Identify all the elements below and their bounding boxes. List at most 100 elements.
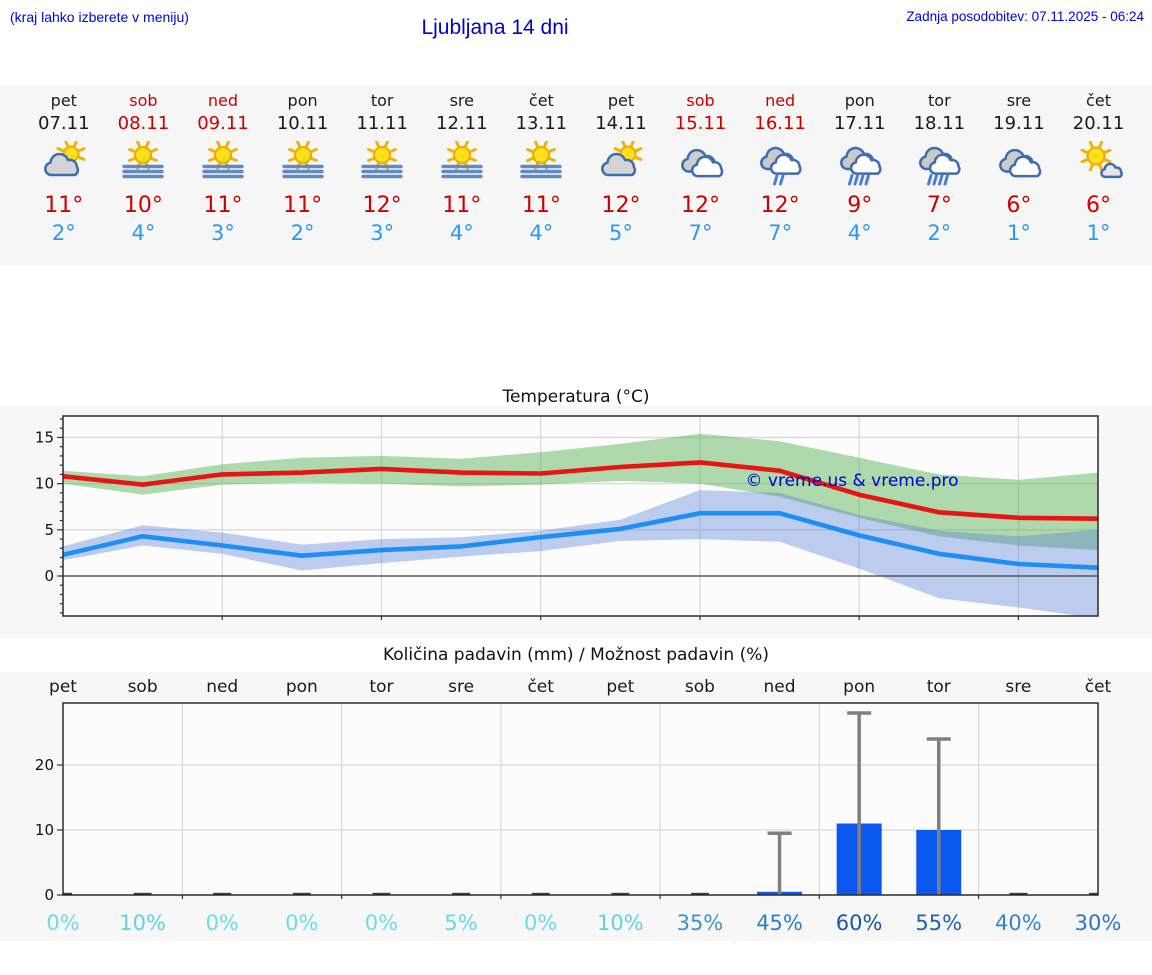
day-date: 14.11 — [595, 113, 647, 134]
low-temperature: 7° — [688, 221, 713, 245]
probability-label: 0% — [285, 911, 318, 935]
high-temperature: 12° — [362, 193, 402, 218]
probability-label: 60% — [836, 911, 883, 935]
cloud-icon — [601, 152, 637, 177]
sun-icon — [287, 141, 318, 170]
precip-zero-mark — [611, 892, 630, 895]
day-name: ned — [765, 91, 796, 110]
weather-icon — [38, 136, 90, 192]
precip-zero-mark — [213, 892, 232, 895]
fog-lines-icon — [520, 164, 563, 179]
forecast-day-column: pet 07.11 11° 2° — [24, 85, 104, 246]
precip-zero-mark — [531, 892, 550, 895]
weather-icon — [993, 136, 1045, 192]
high-temperature: 6° — [1086, 193, 1112, 218]
svg-text:5: 5 — [44, 521, 54, 539]
precip-y-axis-labels: 0 10 20 — [35, 756, 54, 904]
probability-label: 5% — [444, 911, 477, 935]
forecast-day-column: sre 19.11 6° 1° — [979, 85, 1059, 246]
weather-icon-sun-fog — [520, 141, 563, 179]
fog-lines-icon — [441, 164, 483, 179]
probability-label: 10% — [597, 911, 644, 935]
low-temperature: 1° — [1006, 221, 1031, 245]
low-temperature: 3° — [370, 221, 395, 245]
day-name: pet — [50, 91, 77, 110]
forecast-day-column: ned 16.11 12° 7° — [740, 85, 820, 246]
fog-lines-icon — [361, 164, 403, 179]
high-temperature: 6° — [1006, 193, 1032, 218]
svg-text:pet: pet — [606, 677, 634, 697]
precip-plot-border — [62, 702, 1099, 896]
precip-zero-mark — [1089, 892, 1098, 895]
forecast-day-column: sob 15.11 12° 7° — [661, 85, 741, 246]
day-name: čet — [1086, 91, 1111, 110]
svg-text:sre: sre — [1005, 677, 1031, 697]
sun-icon — [526, 141, 557, 170]
max-temperature-line — [63, 460, 1098, 521]
day-date: 09.11 — [197, 113, 249, 134]
forecast-day-column: tor 18.11 7° 2° — [900, 85, 980, 246]
day-date: 12.11 — [436, 113, 488, 134]
high-temperature: 7° — [926, 193, 952, 218]
weather-icon — [197, 136, 249, 192]
high-temperature: 12° — [601, 193, 641, 218]
precip-chart-title: Količina padavin (mm) / Možnost padavin … — [382, 645, 769, 665]
svg-text:0: 0 — [44, 567, 54, 585]
high-temperature: 9° — [847, 193, 873, 218]
low-temperature: 4° — [847, 221, 872, 245]
high-temperature: 12° — [681, 193, 721, 218]
forecast-day-column: pon 17.11 9° 4° — [820, 85, 900, 246]
forecast-day-column: pet 14.11 12° 5° — [581, 85, 661, 246]
precip-zero-mark — [292, 892, 311, 895]
weather-icon-rain — [919, 146, 961, 186]
day-date: 19.11 — [993, 113, 1045, 134]
low-temperature: 3° — [211, 221, 235, 245]
high-temperature: 11° — [521, 193, 561, 218]
day-date: 18.11 — [913, 113, 966, 134]
svg-text:pon: pon — [286, 677, 318, 697]
weather-icon — [834, 136, 886, 192]
day-name: sre — [449, 91, 474, 110]
high-temperature: 12° — [760, 193, 800, 218]
watermark-text: © vreme.us & vreme.pro — [745, 471, 958, 491]
page-title: Ljubljana 14 dni — [421, 16, 569, 39]
weather-icon — [754, 136, 806, 192]
svg-text:pon: pon — [843, 677, 875, 697]
high-temperature: 11° — [283, 193, 323, 218]
day-name: čet — [528, 91, 554, 110]
svg-text:sre: sre — [448, 677, 474, 697]
cloud-icon — [849, 153, 882, 175]
rain-drops-icon — [847, 174, 870, 186]
low-temperature: 4° — [131, 221, 156, 245]
weather-icon — [356, 136, 408, 192]
precip-probability-labels: 0% 10% 0% 0% 0% 5% 0% 10% 35% 45% 60% 55% 40% 30% — [46, 911, 1121, 935]
temp-plot-area — [63, 416, 1098, 616]
precip-zero-mark — [690, 892, 709, 895]
sun-icon — [446, 141, 477, 170]
high-temperature: 11° — [44, 193, 84, 218]
probability-label: 55% — [915, 911, 962, 935]
forecast-day-column: pon 10.11 11° 2° — [263, 85, 343, 246]
fog-lines-icon — [281, 164, 324, 179]
day-date: 08.11 — [117, 113, 170, 134]
svg-text:pet: pet — [49, 677, 77, 697]
probability-label: 40% — [995, 911, 1042, 935]
day-name: pet — [607, 91, 635, 110]
weather-icon-sun-cloud — [601, 141, 643, 177]
precip-zero-mark — [133, 892, 152, 895]
day-name: sob — [129, 91, 158, 110]
fog-lines-icon — [122, 164, 165, 179]
day-name: ned — [207, 91, 239, 110]
forecast-day-column: sob 08.11 10° 4° — [104, 85, 184, 246]
low-temperature: 2° — [51, 221, 76, 245]
probability-label: 0% — [46, 911, 79, 935]
svg-text:tor: tor — [927, 677, 951, 697]
weather-icon-sun-fog — [281, 141, 324, 179]
low-temperature: 7° — [768, 221, 793, 245]
high-temperature: 10° — [123, 193, 163, 218]
probability-label: 45% — [756, 911, 803, 935]
sun-icon — [367, 141, 398, 170]
probability-label: 0% — [365, 911, 398, 935]
weather-icon — [1073, 136, 1125, 192]
